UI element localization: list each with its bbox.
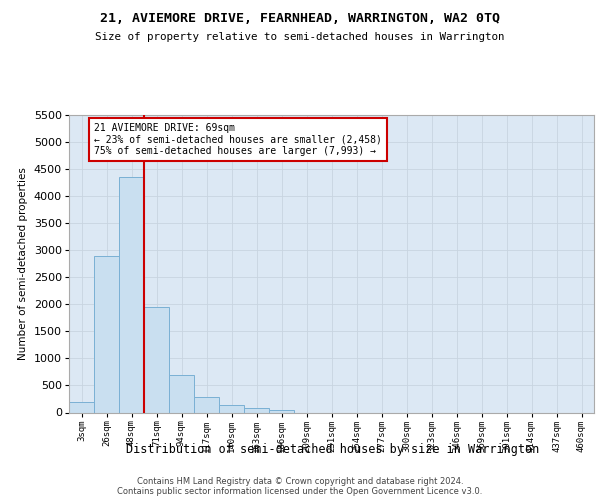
Y-axis label: Number of semi-detached properties: Number of semi-detached properties bbox=[19, 168, 28, 360]
Bar bbox=[169, 374, 194, 412]
Bar bbox=[219, 406, 244, 412]
Bar bbox=[69, 402, 94, 412]
Text: Contains HM Land Registry data © Crown copyright and database right 2024.: Contains HM Land Registry data © Crown c… bbox=[137, 476, 463, 486]
Text: 21, AVIEMORE DRIVE, FEARNHEAD, WARRINGTON, WA2 0TQ: 21, AVIEMORE DRIVE, FEARNHEAD, WARRINGTO… bbox=[100, 12, 500, 26]
Text: Distribution of semi-detached houses by size in Warrington: Distribution of semi-detached houses by … bbox=[127, 444, 539, 456]
Bar bbox=[244, 408, 269, 412]
Text: Contains public sector information licensed under the Open Government Licence v3: Contains public sector information licen… bbox=[118, 486, 482, 496]
Bar bbox=[94, 256, 119, 412]
Bar bbox=[269, 410, 294, 412]
Text: Size of property relative to semi-detached houses in Warrington: Size of property relative to semi-detach… bbox=[95, 32, 505, 42]
Bar bbox=[194, 397, 219, 412]
Bar bbox=[119, 177, 144, 412]
Bar bbox=[144, 307, 169, 412]
Text: 21 AVIEMORE DRIVE: 69sqm
← 23% of semi-detached houses are smaller (2,458)
75% o: 21 AVIEMORE DRIVE: 69sqm ← 23% of semi-d… bbox=[94, 123, 382, 156]
